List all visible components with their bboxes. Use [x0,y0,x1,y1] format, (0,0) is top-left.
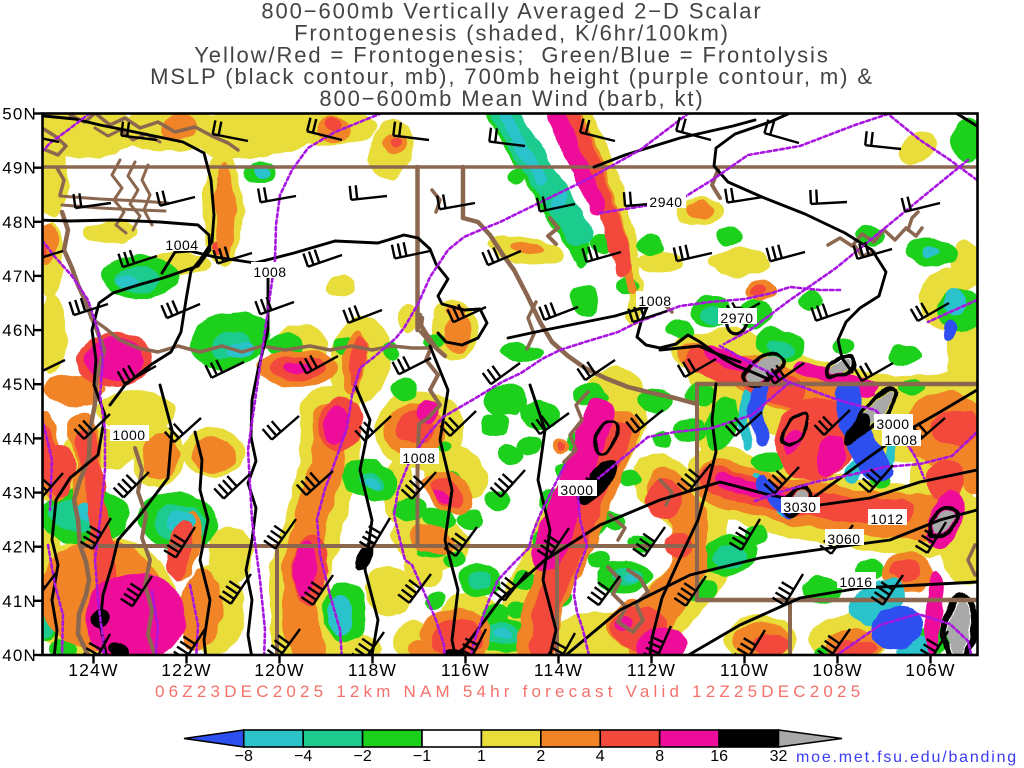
svg-text:3030: 3030 [783,499,816,515]
svg-text:118W: 118W [348,660,397,680]
svg-text:1: 1 [477,748,486,765]
svg-text:1008: 1008 [638,293,671,309]
svg-text:2: 2 [536,748,545,765]
svg-text:06Z23DEC2025 12km NAM 54hr: 06Z23DEC2025 12km NAM 54hr forecast Vali… [155,682,864,701]
svg-text:Frontogenesis (shaded, K/6hr/1: Frontogenesis (shaded, K/6hr/100km) [294,20,730,45]
svg-text:116W: 116W [441,660,490,680]
svg-text:122W: 122W [161,660,212,680]
svg-text:2940: 2940 [649,194,682,210]
svg-text:106W: 106W [905,660,956,680]
svg-text:800−600mb Mean Wind (barb, kt): 800−600mb Mean Wind (barb, kt) [319,86,704,111]
svg-text:−8: −8 [235,748,253,765]
svg-text:1004: 1004 [165,237,198,253]
svg-text:46N: 46N [2,321,37,340]
svg-text:Yellow/Red = Frontogenesis; G: Yellow/Red = Frontogenesis; Green/Blue =… [194,42,830,67]
svg-text:110W: 110W [720,660,769,680]
svg-text:47N: 47N [2,267,37,286]
svg-text:−1: −1 [413,748,431,765]
svg-text:3000: 3000 [560,482,593,498]
svg-text:112W: 112W [627,660,676,680]
svg-text:124W: 124W [68,660,119,680]
svg-text:−2: −2 [353,748,371,765]
svg-text:2970: 2970 [720,310,753,326]
svg-text:1008: 1008 [253,264,286,280]
svg-text:moe.met.fsu.edu/banding: moe.met.fsu.edu/banding [796,749,1018,766]
svg-text:−4: −4 [294,748,312,765]
svg-text:43N: 43N [2,484,37,503]
svg-text:45N: 45N [2,375,37,394]
svg-text:32: 32 [770,748,788,765]
svg-text:800−600mb Vertically Averaged: 800−600mb Vertically Averaged 2−D Scalar [261,0,762,24]
svg-text:108W: 108W [812,660,863,680]
svg-text:42N: 42N [2,538,37,557]
svg-text:49N: 49N [2,159,37,178]
svg-text:1016: 1016 [839,574,872,590]
svg-text:120W: 120W [254,660,305,680]
svg-text:40N: 40N [2,646,37,665]
svg-text:41N: 41N [2,592,37,611]
svg-text:1012: 1012 [870,511,903,527]
svg-text:114W: 114W [534,660,583,680]
svg-text:48N: 48N [2,213,37,232]
svg-text:8: 8 [655,748,664,765]
svg-text:1008: 1008 [884,432,917,448]
svg-text:1000: 1000 [112,427,145,443]
svg-text:3000: 3000 [876,416,909,432]
svg-text:16: 16 [710,748,728,765]
svg-text:MSLP (black contour, mb), 700m: MSLP (black contour, mb), 700mb height (… [150,64,874,89]
svg-text:44N: 44N [2,429,37,448]
svg-text:4: 4 [596,748,605,765]
svg-text:50N: 50N [2,105,37,124]
svg-text:3060: 3060 [827,531,860,547]
svg-text:1008: 1008 [402,450,435,466]
